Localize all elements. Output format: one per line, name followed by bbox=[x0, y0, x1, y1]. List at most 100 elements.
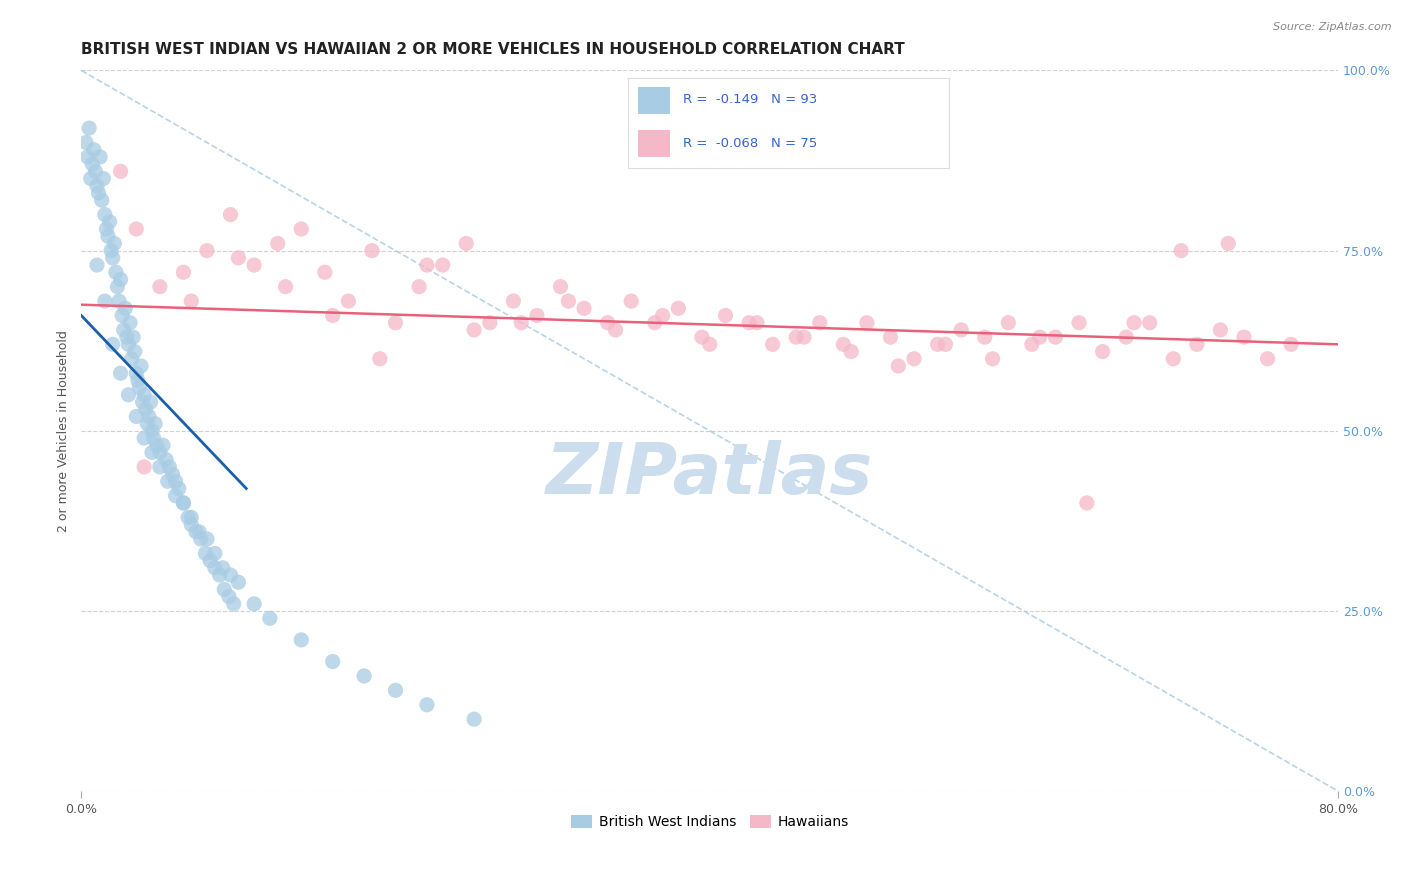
Point bbox=[214, 582, 236, 597]
Point bbox=[1045, 330, 1067, 344]
Point bbox=[172, 496, 194, 510]
Point bbox=[572, 301, 595, 316]
Point bbox=[605, 323, 627, 337]
Point bbox=[903, 351, 925, 366]
Point bbox=[141, 445, 163, 459]
Point bbox=[108, 294, 131, 309]
Point bbox=[91, 171, 114, 186]
Point bbox=[934, 337, 956, 351]
Point bbox=[152, 438, 174, 452]
Point bbox=[510, 316, 533, 330]
Point bbox=[101, 251, 124, 265]
Point bbox=[762, 337, 785, 351]
Point bbox=[384, 683, 406, 698]
Point bbox=[204, 561, 226, 575]
Point bbox=[620, 294, 643, 309]
Point bbox=[218, 590, 240, 604]
Point bbox=[188, 524, 211, 539]
Point bbox=[139, 395, 162, 409]
Point bbox=[198, 553, 221, 567]
Point bbox=[114, 301, 136, 316]
Legend: British West Indians, Hawaiians: British West Indians, Hawaiians bbox=[565, 810, 855, 835]
Point bbox=[456, 236, 478, 251]
Point bbox=[184, 524, 207, 539]
Point bbox=[973, 330, 995, 344]
Point bbox=[142, 431, 165, 445]
Point bbox=[361, 244, 384, 258]
Point bbox=[463, 712, 485, 726]
Point bbox=[981, 351, 1004, 366]
Point bbox=[115, 330, 138, 344]
Point bbox=[83, 143, 105, 157]
Point bbox=[96, 222, 118, 236]
Point bbox=[107, 279, 129, 293]
Point bbox=[856, 316, 879, 330]
Point bbox=[118, 316, 141, 330]
Point bbox=[243, 597, 266, 611]
Point bbox=[180, 510, 202, 524]
Point bbox=[101, 337, 124, 351]
Point bbox=[177, 510, 200, 524]
Point bbox=[1257, 351, 1279, 366]
Point bbox=[714, 309, 737, 323]
Point bbox=[1076, 496, 1098, 510]
Point bbox=[927, 337, 949, 351]
Point bbox=[463, 323, 485, 337]
Point bbox=[1170, 244, 1192, 258]
Point bbox=[121, 351, 143, 366]
Point bbox=[172, 265, 194, 279]
Point bbox=[76, 150, 98, 164]
Point bbox=[219, 568, 242, 582]
Point bbox=[274, 279, 297, 293]
Point bbox=[94, 294, 117, 309]
Point bbox=[97, 229, 120, 244]
Point bbox=[1185, 337, 1208, 351]
Point bbox=[997, 316, 1019, 330]
Point bbox=[526, 309, 548, 323]
Point bbox=[127, 373, 149, 387]
Point bbox=[112, 323, 135, 337]
Point bbox=[136, 417, 159, 431]
Point bbox=[596, 316, 619, 330]
Point bbox=[745, 316, 768, 330]
Point bbox=[267, 236, 290, 251]
Point bbox=[125, 409, 148, 424]
Point bbox=[84, 164, 107, 178]
Point bbox=[86, 178, 108, 193]
Point bbox=[195, 244, 218, 258]
Point bbox=[128, 381, 150, 395]
Point bbox=[149, 279, 172, 293]
Point bbox=[432, 258, 454, 272]
Point bbox=[190, 532, 212, 546]
Point bbox=[104, 265, 127, 279]
Point bbox=[219, 208, 242, 222]
Point bbox=[222, 597, 245, 611]
Point bbox=[879, 330, 901, 344]
Point bbox=[75, 136, 97, 150]
Point bbox=[243, 258, 266, 272]
Point bbox=[180, 517, 202, 532]
Point bbox=[195, 532, 218, 546]
Point bbox=[550, 279, 572, 293]
Point bbox=[149, 445, 172, 459]
Point bbox=[228, 575, 250, 590]
Point bbox=[134, 459, 156, 474]
Point bbox=[1279, 337, 1302, 351]
Point bbox=[211, 561, 233, 575]
Point bbox=[165, 489, 187, 503]
Point bbox=[290, 632, 312, 647]
Point bbox=[134, 388, 156, 402]
Point bbox=[138, 409, 160, 424]
Point bbox=[117, 388, 139, 402]
Point bbox=[651, 309, 673, 323]
Point bbox=[172, 496, 194, 510]
Point bbox=[208, 568, 231, 582]
Point bbox=[353, 669, 375, 683]
Point bbox=[416, 258, 439, 272]
Point bbox=[141, 424, 163, 438]
Point bbox=[408, 279, 430, 293]
Point bbox=[125, 222, 148, 236]
Point bbox=[135, 402, 157, 417]
Point bbox=[1021, 337, 1043, 351]
Point bbox=[90, 193, 112, 207]
